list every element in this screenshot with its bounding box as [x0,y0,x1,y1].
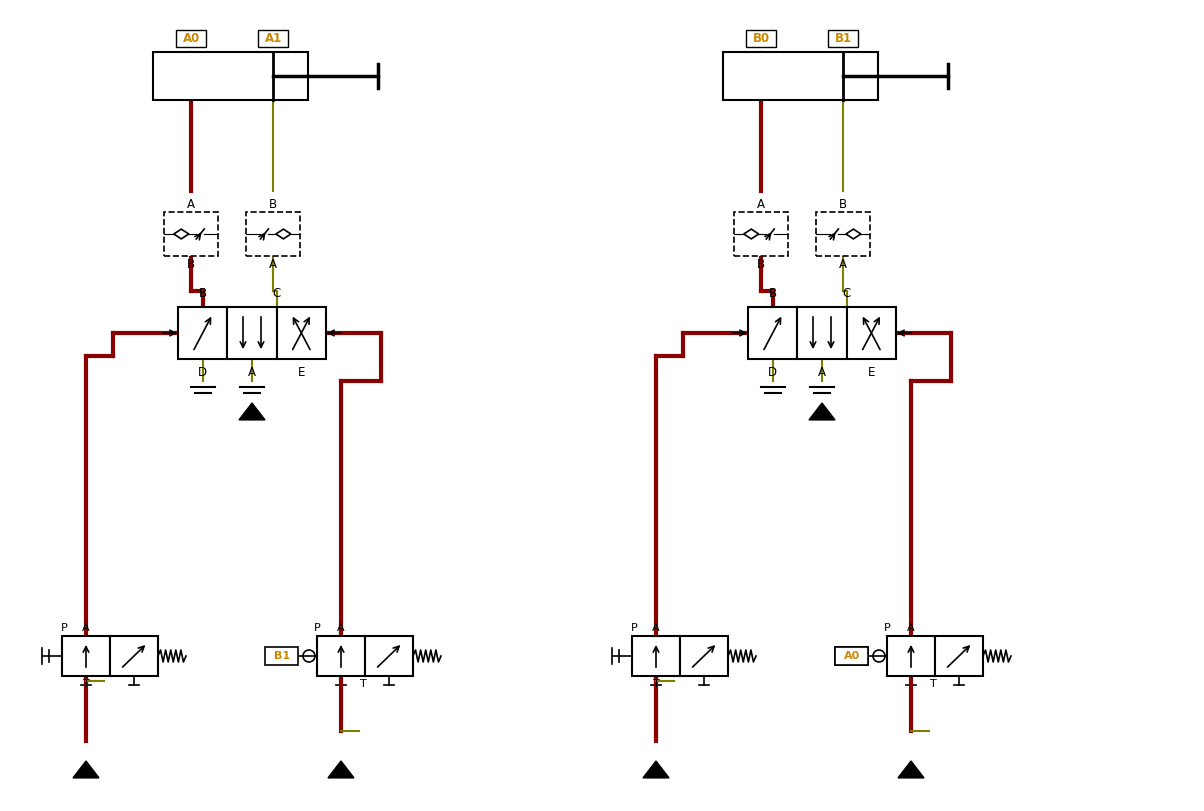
Text: A0: A0 [844,651,860,661]
Bar [153,52,307,100]
Polygon shape [327,761,354,778]
Text: D: D [199,366,207,379]
Text: T: T [653,679,660,689]
Bar [317,636,365,676]
Text: A: A [653,623,660,633]
Text: C: C [843,287,851,300]
Bar [797,307,846,359]
Bar [632,636,680,676]
Bar [734,212,789,256]
Bar [265,647,299,665]
Bar [680,636,728,676]
Text: T: T [360,679,366,689]
Text: E: E [297,366,305,379]
Text: T: T [83,679,89,689]
Text: C: C [272,287,281,300]
Text: B: B [199,287,207,300]
Bar [936,636,982,676]
Bar [722,52,878,100]
Bar [887,636,936,676]
Bar [61,636,110,676]
Text: P: P [884,623,891,633]
Polygon shape [898,761,923,778]
Text: B: B [757,258,766,271]
Bar [228,307,277,359]
Bar [110,636,158,676]
Bar [164,212,218,256]
Text: B: B [270,198,277,211]
Text: B: B [187,258,195,271]
Bar [836,647,868,665]
Text: B1: B1 [275,651,290,661]
Text: B0: B0 [752,32,769,45]
Text: A: A [757,198,766,211]
Bar [746,29,777,46]
Bar [846,307,896,359]
Polygon shape [809,403,836,420]
Bar [816,212,870,256]
Bar [259,29,289,46]
Text: A1: A1 [844,651,860,661]
Bar [365,636,413,676]
Text: B: B [839,198,848,211]
Text: B1: B1 [834,32,852,45]
Text: B: B [768,287,777,300]
Text: E: E [868,366,875,379]
Text: A: A [337,623,344,633]
Text: A: A [818,366,826,379]
Bar [277,307,326,359]
Text: A: A [839,258,848,271]
Bar [176,29,206,46]
Text: D: D [768,366,778,379]
Bar [748,307,797,359]
Polygon shape [643,761,669,778]
Bar [247,212,301,256]
Polygon shape [73,761,99,778]
Text: A: A [248,366,256,379]
Text: P: P [60,623,67,633]
Polygon shape [240,403,265,420]
Text: A: A [270,258,277,271]
Text: A: A [907,623,915,633]
Bar [836,647,868,665]
Bar [178,307,228,359]
Text: A: A [82,623,90,633]
Bar [828,29,858,46]
Text: A: A [188,198,195,211]
Text: A1: A1 [265,32,282,45]
Text: A0: A0 [183,32,200,45]
Text: T: T [929,679,937,689]
Text: P: P [631,623,637,633]
Text: P: P [313,623,320,633]
